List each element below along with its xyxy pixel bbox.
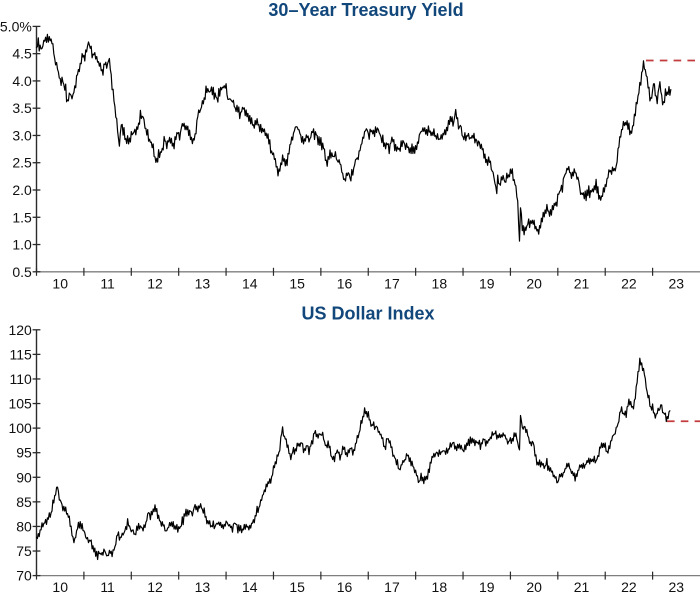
svg-text:2.5: 2.5 [12,155,32,171]
svg-text:80: 80 [16,518,32,534]
svg-text:18: 18 [432,276,448,292]
svg-text:21: 21 [574,276,590,292]
svg-text:20: 20 [526,579,542,594]
svg-text:90: 90 [16,469,32,485]
svg-text:14: 14 [242,579,258,594]
svg-text:105: 105 [8,396,32,412]
svg-text:21: 21 [574,579,590,594]
svg-text:1.5: 1.5 [12,209,32,225]
svg-text:12: 12 [147,276,163,292]
svg-text:4.5: 4.5 [12,46,32,62]
svg-text:5.0%: 5.0% [0,18,32,34]
svg-text:17: 17 [384,579,400,594]
svg-text:70: 70 [16,568,32,584]
svg-text:17: 17 [384,276,400,292]
svg-text:12: 12 [147,579,163,594]
svg-text:14: 14 [242,276,258,292]
svg-text:19: 19 [479,276,495,292]
svg-text:16: 16 [337,579,353,594]
svg-text:1.0: 1.0 [12,237,32,253]
svg-text:US Dollar Index: US Dollar Index [301,304,434,324]
svg-text:19: 19 [479,579,495,594]
svg-text:20: 20 [526,276,542,292]
svg-text:30–Year Treasury Yield: 30–Year Treasury Yield [268,0,463,20]
svg-text:18: 18 [432,579,448,594]
svg-text:23: 23 [669,276,685,292]
svg-text:22: 22 [621,276,637,292]
svg-text:0.5: 0.5 [12,264,32,280]
svg-text:10: 10 [52,579,68,594]
svg-text:2.0: 2.0 [12,182,32,198]
svg-text:85: 85 [16,494,32,510]
svg-text:15: 15 [289,276,305,292]
svg-text:4.0: 4.0 [12,73,32,89]
svg-text:13: 13 [195,579,211,594]
svg-text:3.0: 3.0 [12,127,32,143]
svg-text:3.5: 3.5 [12,100,32,116]
svg-text:115: 115 [9,346,32,362]
svg-text:110: 110 [9,371,32,387]
svg-text:11: 11 [100,276,115,292]
svg-text:10: 10 [52,276,68,292]
svg-text:75: 75 [16,543,32,559]
svg-text:23: 23 [669,579,685,594]
svg-text:13: 13 [195,276,211,292]
svg-text:22: 22 [621,579,637,594]
svg-text:95: 95 [16,445,32,461]
svg-text:120: 120 [8,322,32,338]
svg-text:16: 16 [337,276,353,292]
svg-text:11: 11 [100,579,115,594]
svg-text:15: 15 [289,579,305,594]
svg-text:100: 100 [8,420,32,436]
